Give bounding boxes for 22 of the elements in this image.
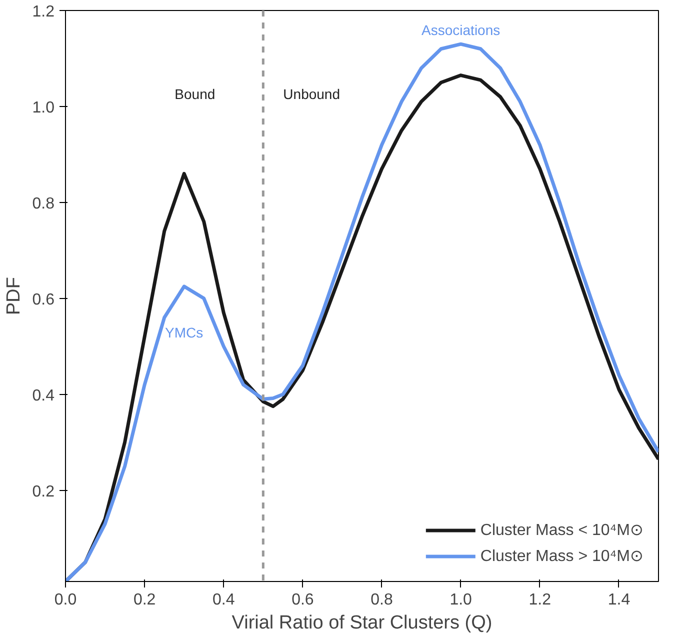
annotation: Unbound [283,86,340,102]
y-tick-label: 0.4 [32,387,55,404]
y-tick-label: 0.2 [32,483,55,500]
x-tick-label: 1.4 [608,592,630,608]
legend-label: Cluster Mass > 10⁴M⊙ [480,547,643,566]
x-tick-label: 0.8 [370,592,393,608]
x-tick-label: 0.6 [292,592,314,608]
legend-label: Cluster Mass < 10⁴M⊙ [480,521,643,540]
y-tick-label: 0.6 [32,291,55,308]
y-axis-title: PDF [3,277,24,315]
x-tick-label: 0.0 [54,592,77,608]
y-tick-label: 1.2 [32,4,55,20]
x-tick-label: 0.2 [133,592,156,608]
x-tick-label: 0.4 [212,592,235,608]
y-tick-label: 1.0 [32,99,55,116]
x-axis-title: Virial Ratio of Star Clusters (Q) [232,612,492,634]
x-tick-label: 1.0 [450,592,472,608]
annotation: YMCs [165,324,204,340]
annotation: Bound [174,86,216,102]
x-tick-label: 1.2 [528,592,552,608]
y-tick-label: 0.8 [32,195,55,212]
annotation: Associations [422,22,500,38]
